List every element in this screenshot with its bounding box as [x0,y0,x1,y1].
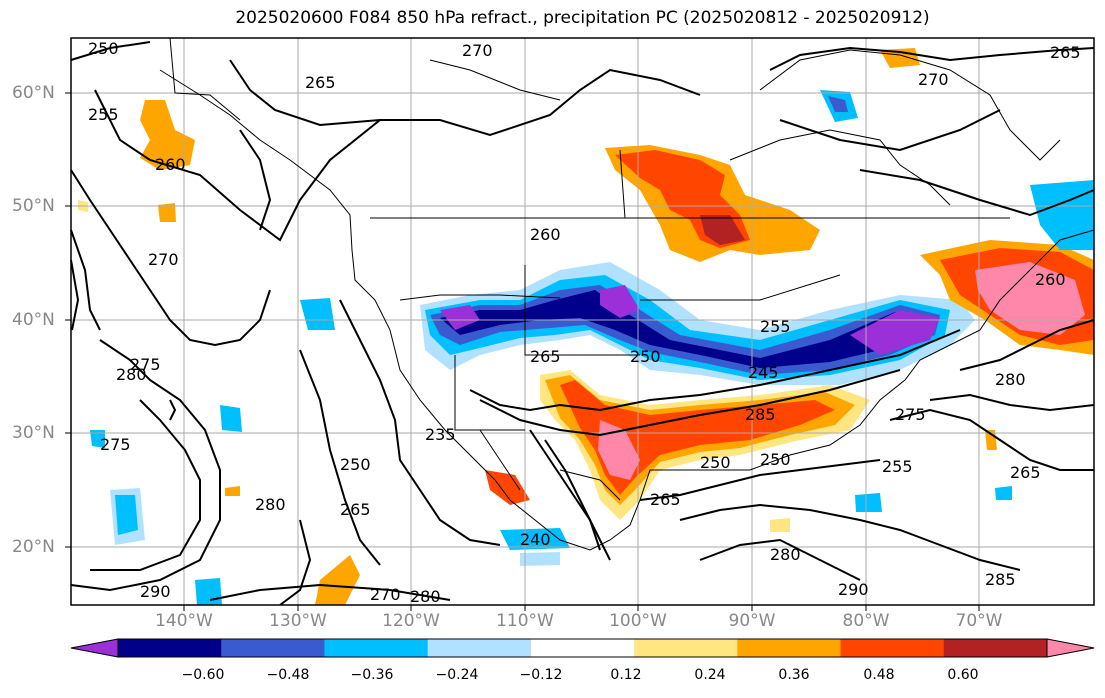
contour-label: 280 [770,545,801,564]
contour-label: 260 [155,155,186,174]
contour-label: 280 [410,587,441,606]
contour-label: 250 [760,450,791,469]
lon-label: 130°W [269,611,327,631]
lon-label: 140°W [155,611,213,631]
contour-label: 280 [995,370,1026,389]
colorbar-segment [427,639,532,657]
colorbar-segment [530,639,635,657]
contour-label: 265 [530,347,561,366]
contour-label: 285 [985,570,1016,589]
contour-label: 290 [140,582,171,601]
lat-label: 20°N [12,537,55,557]
contour-label: 240 [520,530,551,549]
colorbar-tick-label: 0.36 [778,667,810,683]
coastlines [159,37,1095,551]
colorbar-segment [840,639,945,657]
map-title: 2025020600 F084 850 hPa refract., precip… [235,8,930,28]
contour-label: 275 [100,435,131,454]
lat-label: 50°N [12,196,55,216]
lat-label: 40°N [12,310,55,330]
colorbar-segment [634,639,738,657]
contour-label: 285 [745,405,776,424]
contour-label: 265 [305,73,336,92]
contour-label: 265 [650,490,681,509]
colorbar-frame [117,638,1048,658]
contour-label: 290 [838,580,869,599]
lon-label: 100°W [609,611,667,631]
contour-label: 265 [340,500,371,519]
contour-label: 250 [700,453,731,472]
colorbar-segment [943,639,1048,657]
colorbar-extend-min [70,638,119,658]
colorbar-tick-label: 0.24 [694,667,726,683]
contour-label: 250 [88,39,119,58]
contour-label: 255 [882,457,913,476]
contour-label: 280 [116,365,147,384]
contour-label: 270 [370,585,401,604]
colorbar-tick-label: −0.24 [435,667,479,683]
colorbar-tick-label: −0.12 [519,667,563,683]
contour-label: 255 [760,317,791,336]
colorbar-tick-label: 0.60 [947,667,979,683]
contour-label: 235 [425,425,456,444]
contour-label: 265 [1050,43,1081,62]
contour-label: 260 [530,225,561,244]
colorbar-tick-label: −0.48 [266,667,310,683]
contour-label: 265 [1010,463,1041,482]
colorbar-segment [324,639,429,657]
colorbar-tick-label: 0.48 [863,667,895,683]
lon-label: 110°W [496,611,554,631]
contour-label: 260 [1035,270,1066,289]
contour-label: 280 [255,495,286,514]
precip-shading [78,48,1094,605]
lon-label: 90°W [728,611,776,631]
colorbar-extend-max [1046,638,1095,658]
colorbar-tick-label: 0.12 [610,667,642,683]
colorbar-segment [118,639,222,657]
contour-label: 275 [895,405,926,424]
contour-label: 270 [148,250,179,269]
contour-label: 255 [88,105,119,124]
lon-label: 70°W [955,611,1003,631]
colorbar-tick-label: −0.60 [181,667,225,683]
contour-label: 250 [340,455,371,474]
contour-label: 250 [630,347,661,366]
lat-label: 30°N [12,423,55,443]
colorbar-segment [737,639,842,657]
contour-label: 270 [462,41,493,60]
lon-label: 80°W [842,611,890,631]
contour-labels: 250 270 265 255 260 270 265 270 275 280 … [88,39,1081,606]
contour-label: 275 [130,355,161,374]
lon-label: 120°W [382,611,440,631]
contour-label: 245 [748,363,779,382]
colorbar-tick-label: −0.36 [350,667,394,683]
refractivity-contours [70,41,1095,606]
colorbar [70,638,1095,658]
lat-label: 60°N [12,83,55,103]
contour-label: 270 [918,70,949,89]
colorbar-segment [221,639,325,657]
